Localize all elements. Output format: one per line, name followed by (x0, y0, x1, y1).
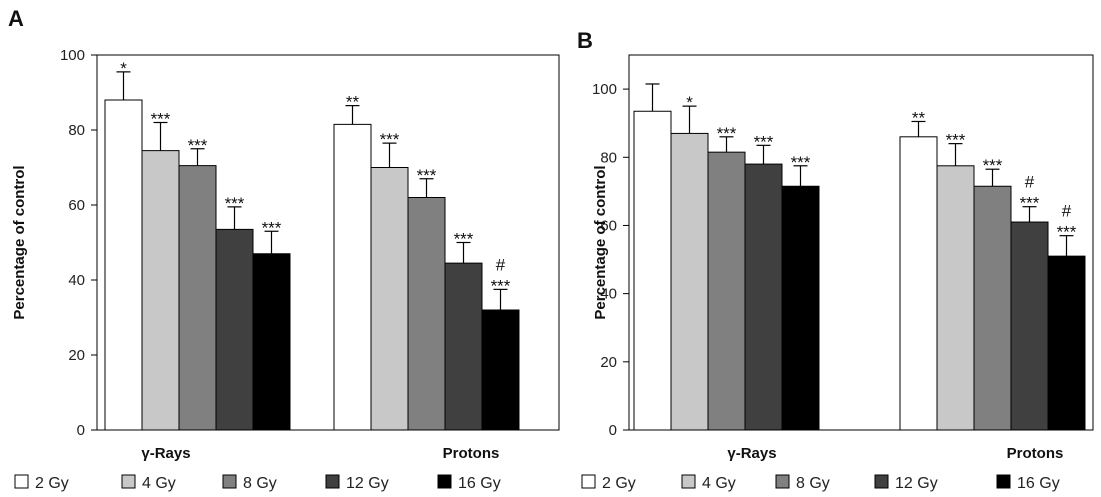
legend: 2 Gy 4 Gy 8 Gy 12 Gy 16 Gy (14, 474, 501, 492)
plot-frame (628, 54, 1094, 431)
legend-swatch (681, 474, 696, 489)
significance-marker: *** (946, 131, 966, 150)
significance-marker: *** (454, 230, 474, 249)
bar (936, 165, 975, 431)
y-tick-label: 100 (592, 81, 617, 98)
hash-marker: # (1062, 202, 1072, 221)
bar (633, 110, 672, 431)
panel-letter: A (8, 6, 24, 31)
bar (481, 309, 520, 431)
bar (141, 150, 180, 431)
y-tick-label: 60 (68, 197, 85, 214)
bar (1010, 221, 1049, 431)
significance-marker: *** (151, 110, 171, 129)
significance-marker: *** (225, 194, 245, 213)
panel-letter: B (577, 28, 593, 53)
bar (178, 165, 217, 431)
significance-marker: * (120, 59, 127, 78)
y-tick-label: 20 (68, 347, 85, 364)
y-tick-label: 0 (77, 422, 85, 439)
significance-marker: *** (1020, 194, 1040, 213)
legend-swatch (775, 474, 790, 489)
significance-marker: *** (417, 166, 437, 185)
y-tick-label: 40 (68, 272, 85, 289)
bar (781, 185, 820, 431)
group-label: Protons (1007, 445, 1064, 462)
legend-label: 2 Gy (602, 475, 636, 492)
significance-marker: * (686, 93, 693, 112)
group-label: Protons (443, 445, 500, 462)
significance-marker: *** (491, 276, 511, 295)
legend-label: 4 Gy (702, 475, 736, 492)
bar (670, 132, 709, 431)
y-axis-label: Percentage of control (11, 165, 28, 319)
significance-marker: *** (380, 130, 400, 149)
legend-swatch (996, 474, 1011, 489)
y-axis-label: Percentage of control (592, 165, 609, 319)
significance-marker: ** (346, 93, 360, 112)
significance-marker: *** (791, 153, 811, 172)
group-label: γ-Rays (727, 445, 776, 462)
bar (104, 99, 143, 431)
bar (899, 136, 938, 431)
legend-label: 8 Gy (796, 475, 830, 492)
significance-marker: *** (1057, 223, 1077, 242)
bar (215, 228, 254, 431)
bar (407, 197, 446, 431)
hash-marker: # (1025, 173, 1035, 192)
legend-swatch (581, 474, 596, 489)
legend: 2 Gy 4 Gy 8 Gy 12 Gy 16 Gy (581, 474, 1060, 492)
y-tick-label: 80 (600, 149, 617, 166)
y-tick-label: 0 (609, 422, 617, 439)
legend-label: 12 Gy (346, 475, 389, 492)
bar (744, 163, 783, 431)
significance-marker: ** (912, 108, 926, 127)
significance-marker: *** (262, 218, 282, 237)
bar (973, 185, 1012, 431)
significance-marker: *** (717, 124, 737, 143)
plot-frame (96, 54, 560, 431)
legend-swatch (14, 474, 29, 489)
significance-marker: *** (754, 132, 774, 151)
y-tick-label: 100 (60, 47, 85, 64)
legend-label: 8 Gy (243, 475, 277, 492)
y-tick-label: 20 (600, 354, 617, 371)
bar (252, 253, 291, 431)
legend-label: 16 Gy (458, 475, 501, 492)
bar (370, 167, 409, 431)
legend-label: 2 Gy (35, 475, 69, 492)
bar (444, 262, 483, 431)
legend-swatch (325, 474, 340, 489)
legend-swatch (222, 474, 237, 489)
bar (707, 151, 746, 431)
legend-label: 12 Gy (895, 475, 938, 492)
group-label: γ-Rays (141, 445, 190, 462)
legend-label: 4 Gy (142, 475, 176, 492)
significance-marker: *** (983, 156, 1003, 175)
y-tick-label: 40 (600, 286, 617, 303)
legend-swatch (437, 474, 452, 489)
y-tick-label: 60 (600, 217, 617, 234)
bar (333, 123, 372, 431)
bar (1047, 255, 1086, 431)
significance-marker: *** (188, 136, 208, 155)
y-tick-label: 80 (68, 122, 85, 139)
legend-label: 16 Gy (1017, 475, 1060, 492)
legend-swatch (121, 474, 136, 489)
hash-marker: # (496, 255, 506, 274)
legend-swatch (874, 474, 889, 489)
